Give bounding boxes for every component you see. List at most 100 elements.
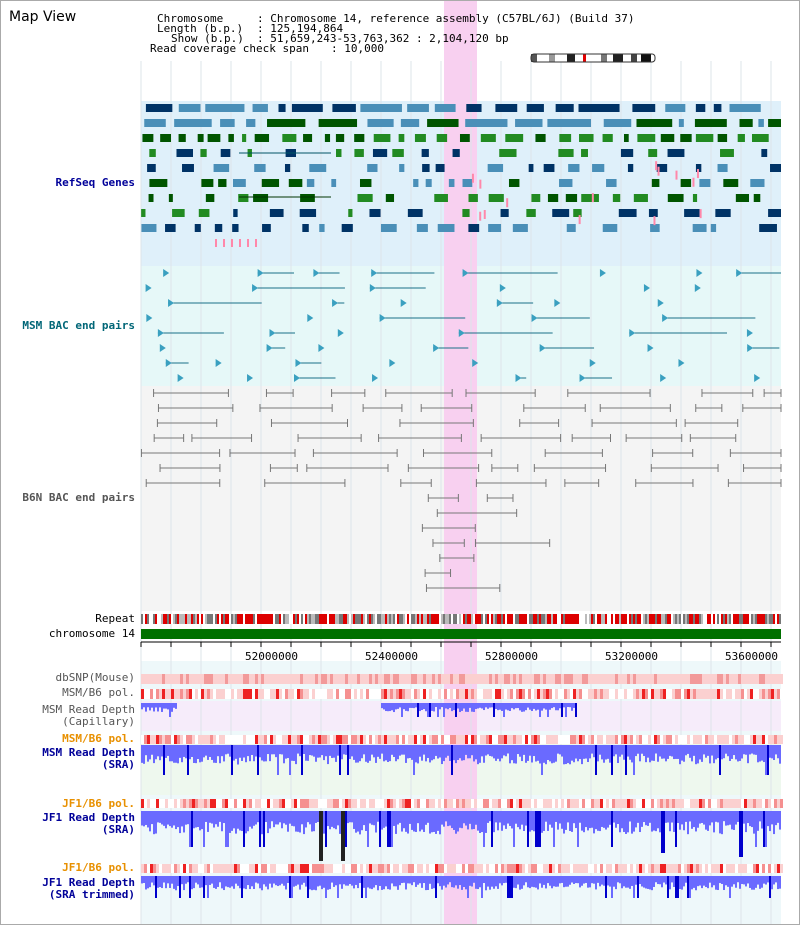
polymorphism-mark	[273, 735, 276, 744]
track-label-b6n-bac[interactable]: B6N BAC end pairs	[22, 491, 135, 504]
polymorphism-mark	[684, 864, 687, 873]
polymorphism-mark	[753, 799, 756, 808]
polymorphism-mark	[717, 674, 720, 684]
read-depth-bar	[731, 876, 733, 887]
repeat-mark	[607, 614, 609, 624]
read-depth-bar	[513, 745, 515, 764]
read-depth-bar	[335, 745, 337, 762]
read-depth-bar	[755, 745, 757, 755]
polymorphism-mark	[177, 689, 180, 699]
read-depth-bar	[313, 811, 315, 832]
repeat-mark	[437, 614, 439, 624]
repeat-mark	[523, 614, 525, 624]
repeat-mark	[681, 614, 683, 624]
polymorphism-mark	[462, 674, 465, 684]
polymorphism-mark	[537, 689, 540, 699]
read-depth-bar	[571, 876, 573, 883]
read-depth-bar	[537, 703, 539, 710]
read-depth-bar	[525, 745, 527, 763]
polymorphism-mark	[501, 674, 504, 684]
polymorphism-mark	[291, 799, 294, 808]
track-label-refseq[interactable]: RefSeq Genes	[55, 176, 135, 189]
repeat-mark	[567, 614, 569, 624]
repeat-mark	[225, 614, 227, 624]
bac-end	[433, 344, 440, 352]
read-depth-bar	[745, 745, 747, 755]
repeat-mark	[291, 614, 293, 624]
polymorphism-mark	[738, 674, 741, 684]
polymorphism-mark	[633, 799, 636, 808]
read-depth-bar	[471, 703, 473, 712]
polymorphism-mark	[705, 799, 708, 808]
polymorphism-mark	[267, 799, 270, 808]
polymorphism-mark	[342, 689, 345, 699]
read-depth-bar	[697, 876, 699, 887]
polymorphism-mark	[294, 689, 297, 699]
read-depth-bar	[397, 811, 399, 825]
polymorphism-mark	[780, 735, 783, 744]
read-depth-bar	[747, 811, 749, 824]
polymorphism-mark	[459, 799, 462, 808]
polymorphism-mark	[597, 799, 600, 808]
polymorphism-mark	[489, 864, 492, 873]
read-depth-bar	[505, 876, 507, 883]
read-depth-bar	[689, 811, 691, 822]
polymorphism-mark	[729, 689, 732, 699]
polymorphism-mark	[777, 864, 780, 873]
repeat-mark	[461, 614, 463, 624]
polymorphism-mark	[609, 689, 612, 699]
read-depth-bar	[157, 811, 159, 823]
polymorphism-mark	[354, 674, 357, 684]
gene	[526, 209, 536, 217]
repeat-mark	[443, 614, 445, 624]
gene	[462, 179, 473, 187]
gene	[633, 194, 648, 202]
read-depth-bar	[377, 745, 379, 757]
read-depth-bar	[537, 811, 539, 847]
read-depth-bar	[487, 876, 489, 887]
polymorphism-mark	[381, 674, 384, 684]
read-depth-bar	[593, 745, 595, 758]
polymorphism-mark	[162, 799, 165, 808]
polymorphism-mark	[483, 864, 486, 873]
repeat-mark	[243, 614, 245, 624]
polymorphism-mark	[474, 674, 477, 684]
gene	[407, 104, 429, 112]
read-depth-bar	[673, 876, 675, 887]
polymorphism-mark	[471, 864, 474, 873]
polymorphism-mark	[246, 689, 249, 699]
read-depth-bar	[415, 811, 417, 832]
repeat-mark	[207, 614, 209, 624]
read-depth-bar	[583, 811, 585, 833]
polymorphism-mark	[357, 735, 360, 744]
read-depth-bar	[615, 876, 617, 890]
read-depth-bar	[333, 745, 335, 758]
polymorphism-mark	[588, 674, 591, 684]
polymorphism-mark	[168, 689, 171, 699]
polymorphism-mark	[390, 674, 393, 684]
polymorphism-mark	[228, 799, 231, 808]
read-depth-bar	[761, 876, 763, 888]
read-depth-bar	[773, 876, 775, 885]
polymorphism-mark	[444, 689, 447, 699]
gene	[176, 149, 194, 157]
read-depth-bar	[475, 703, 477, 709]
polymorphism-mark	[270, 864, 273, 873]
polymorphism-mark	[171, 735, 174, 744]
read-depth-bar	[605, 811, 607, 830]
repeat-mark	[731, 614, 733, 624]
read-depth-bar	[719, 745, 721, 775]
polymorphism-mark	[654, 689, 657, 699]
polymorphism-mark	[375, 735, 378, 744]
polymorphism-mark	[366, 689, 369, 699]
track-label-msm-bac[interactable]: MSM BAC end pairs	[22, 319, 135, 332]
gene	[552, 209, 570, 217]
read-depth-bar	[709, 811, 711, 826]
repeat-mark	[169, 614, 171, 624]
polymorphism-mark	[609, 864, 612, 873]
polymorphism-mark	[567, 864, 570, 873]
read-depth-bar	[397, 745, 399, 760]
read-depth-bar	[685, 745, 687, 756]
polymorphism-mark	[693, 689, 696, 699]
